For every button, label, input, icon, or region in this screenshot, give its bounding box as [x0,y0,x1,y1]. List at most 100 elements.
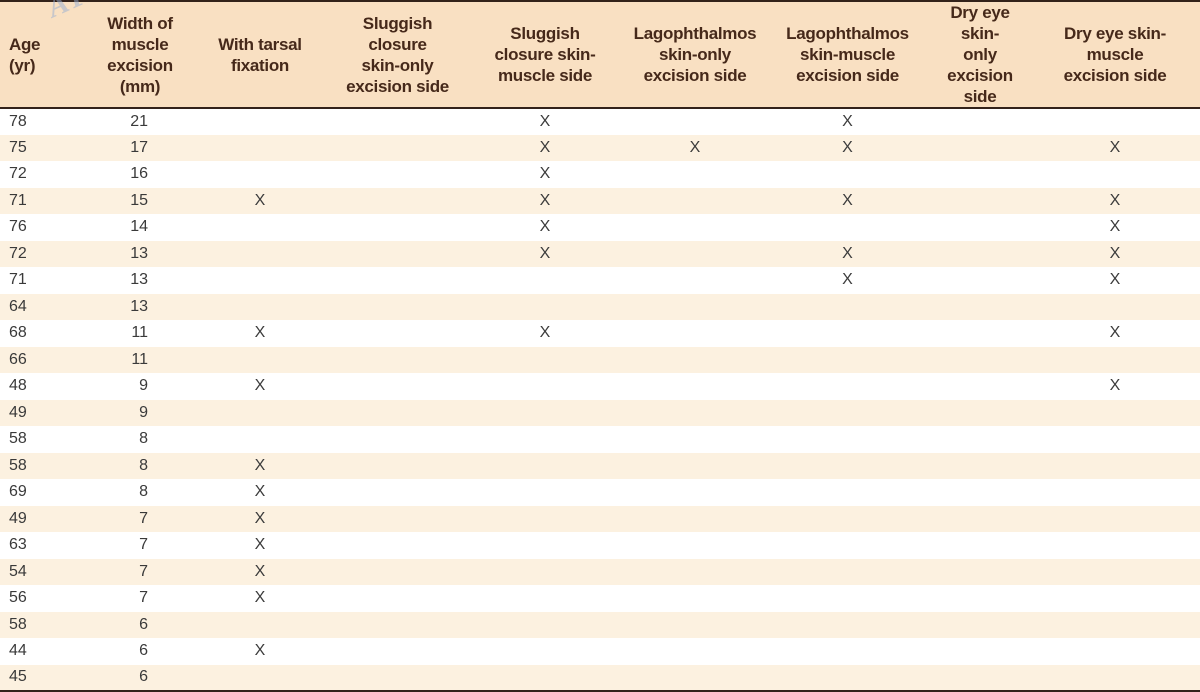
cell-sluggish-closure-skin-only [330,559,465,586]
cell-lagophthalmos-skin-only [625,559,765,586]
cell-sluggish-closure-skin-only [330,161,465,188]
cell-lagophthalmos-skin-muscle [765,479,930,506]
table-row: 63 7 X [0,532,1200,559]
cell-tarsal-fixation: X [254,509,266,527]
cell-tarsal-fixation: X [254,324,266,342]
cell-dry-eye-skin-muscle [1030,347,1200,374]
cell-dry-eye-skin-muscle [1030,532,1200,559]
cell-sluggish-closure-skin-muscle: X [539,165,551,183]
cell-lagophthalmos-skin-only [625,294,765,321]
cell-lagophthalmos-skin-muscle [765,294,930,321]
table-row: 71 13 X X [0,267,1200,294]
cell-sluggish-closure-skin-only [330,373,465,400]
cell-tarsal-fixation [190,426,330,453]
cell-sluggish-closure-skin-muscle [465,453,625,480]
cell-dry-eye-skin-only [930,559,1030,586]
cell-lagophthalmos-skin-only [625,108,765,135]
cell-lagophthalmos-skin-only [625,347,765,374]
cell-dry-eye-skin-only [930,479,1030,506]
table-row: 56 7 X [0,585,1200,612]
cell-dry-eye-skin-muscle [1030,294,1200,321]
cell-age: 56 [9,589,27,607]
cell-lagophthalmos-skin-muscle [765,373,930,400]
cell-lagophthalmos-skin-only [625,479,765,506]
cell-sluggish-closure-skin-only [330,214,465,241]
cell-muscle-excision-width: 21 [130,112,148,130]
cell-sluggish-closure-skin-only [330,108,465,135]
cell-lagophthalmos-skin-only [625,400,765,427]
cell-sluggish-closure-skin-muscle: X [539,138,551,156]
cell-tarsal-fixation [190,135,330,162]
table-row: 78 21 X X [0,108,1200,135]
col-header-sluggish-closure-skin-muscle: Sluggish closure skin- muscle side [465,1,625,109]
table-row: 49 9 [0,399,1200,427]
cell-dry-eye-skin-only [930,400,1030,427]
cell-muscle-excision-width: 9 [139,377,148,395]
cell-dry-eye-skin-only [930,638,1030,665]
cell-dry-eye-skin-muscle [1030,612,1200,639]
cell-lagophthalmos-skin-muscle [765,214,930,241]
cell-dry-eye-skin-only [930,161,1030,188]
cell-sluggish-closure-skin-only [330,612,465,639]
cell-lagophthalmos-skin-only [625,612,765,639]
cell-dry-eye-skin-muscle: X [1109,244,1121,262]
cell-lagophthalmos-skin-muscle [765,612,930,639]
cell-muscle-excision-width: 11 [131,350,148,368]
cell-age: 44 [9,642,27,660]
cell-dry-eye-skin-muscle: X [1109,324,1121,342]
cell-lagophthalmos-skin-only [625,453,765,480]
cell-dry-eye-skin-only [930,267,1030,294]
col-header-sluggish-closure-skin-only: Sluggish closure skin-only excision side [330,1,465,109]
cell-lagophthalmos-skin-only [625,214,765,241]
cell-tarsal-fixation [190,294,330,321]
cell-dry-eye-skin-only [930,188,1030,215]
cell-sluggish-closure-skin-only [330,267,465,294]
cell-lagophthalmos-skin-muscle: X [842,138,853,156]
cell-tarsal-fixation [190,241,330,268]
cell-dry-eye-skin-muscle [1030,161,1200,188]
cell-muscle-excision-width: 16 [130,165,148,183]
col-header-lagophthalmos-skin-muscle: Lagophthalmos skin-muscle excision side [765,1,930,109]
cell-sluggish-closure-skin-only [330,135,465,162]
cell-sluggish-closure-skin-muscle [465,612,625,639]
cell-lagophthalmos-skin-only [625,638,765,665]
col-header-lagophthalmos-skin-only: Lagophthalmos skin-only excision side [625,1,765,109]
cell-dry-eye-skin-only [930,108,1030,135]
cell-dry-eye-skin-only [930,294,1030,321]
cell-dry-eye-skin-muscle [1030,585,1200,612]
cell-age: 72 [9,165,27,183]
cell-lagophthalmos-skin-muscle [765,161,930,188]
cell-dry-eye-skin-muscle: X [1109,377,1121,395]
cell-sluggish-closure-skin-only [330,400,465,427]
cell-muscle-excision-width: 8 [139,456,148,474]
cell-lagophthalmos-skin-muscle [765,638,930,665]
cell-dry-eye-skin-only [930,214,1030,241]
cell-dry-eye-skin-muscle [1030,108,1200,135]
cell-tarsal-fixation [190,161,330,188]
cell-lagophthalmos-skin-muscle [765,320,930,347]
cell-dry-eye-skin-only [930,532,1030,559]
cell-sluggish-closure-skin-only [330,585,465,612]
cell-sluggish-closure-skin-only [330,320,465,347]
table-row: 64 13 [0,293,1200,321]
cell-lagophthalmos-skin-only [625,241,765,268]
cell-tarsal-fixation: X [254,456,266,474]
cell-lagophthalmos-skin-only [625,161,765,188]
cell-tarsal-fixation: X [254,483,266,501]
cell-lagophthalmos-skin-only [625,320,765,347]
cell-age: 78 [9,112,27,130]
cell-muscle-excision-width: 11 [131,324,148,342]
cell-dry-eye-skin-only [930,585,1030,612]
cell-sluggish-closure-skin-muscle [465,479,625,506]
cell-sluggish-closure-skin-muscle: X [539,112,551,130]
col-header-age: Age (yr) [0,1,90,109]
cell-lagophthalmos-skin-only [625,267,765,294]
cell-muscle-excision-width: 6 [139,668,148,686]
cell-sluggish-closure-skin-only [330,506,465,533]
cell-age: 48 [9,377,27,395]
cell-lagophthalmos-skin-only [625,426,765,453]
table-row: 69 8 X [0,479,1200,506]
cell-dry-eye-skin-muscle [1030,479,1200,506]
cell-tarsal-fixation: X [254,191,266,209]
